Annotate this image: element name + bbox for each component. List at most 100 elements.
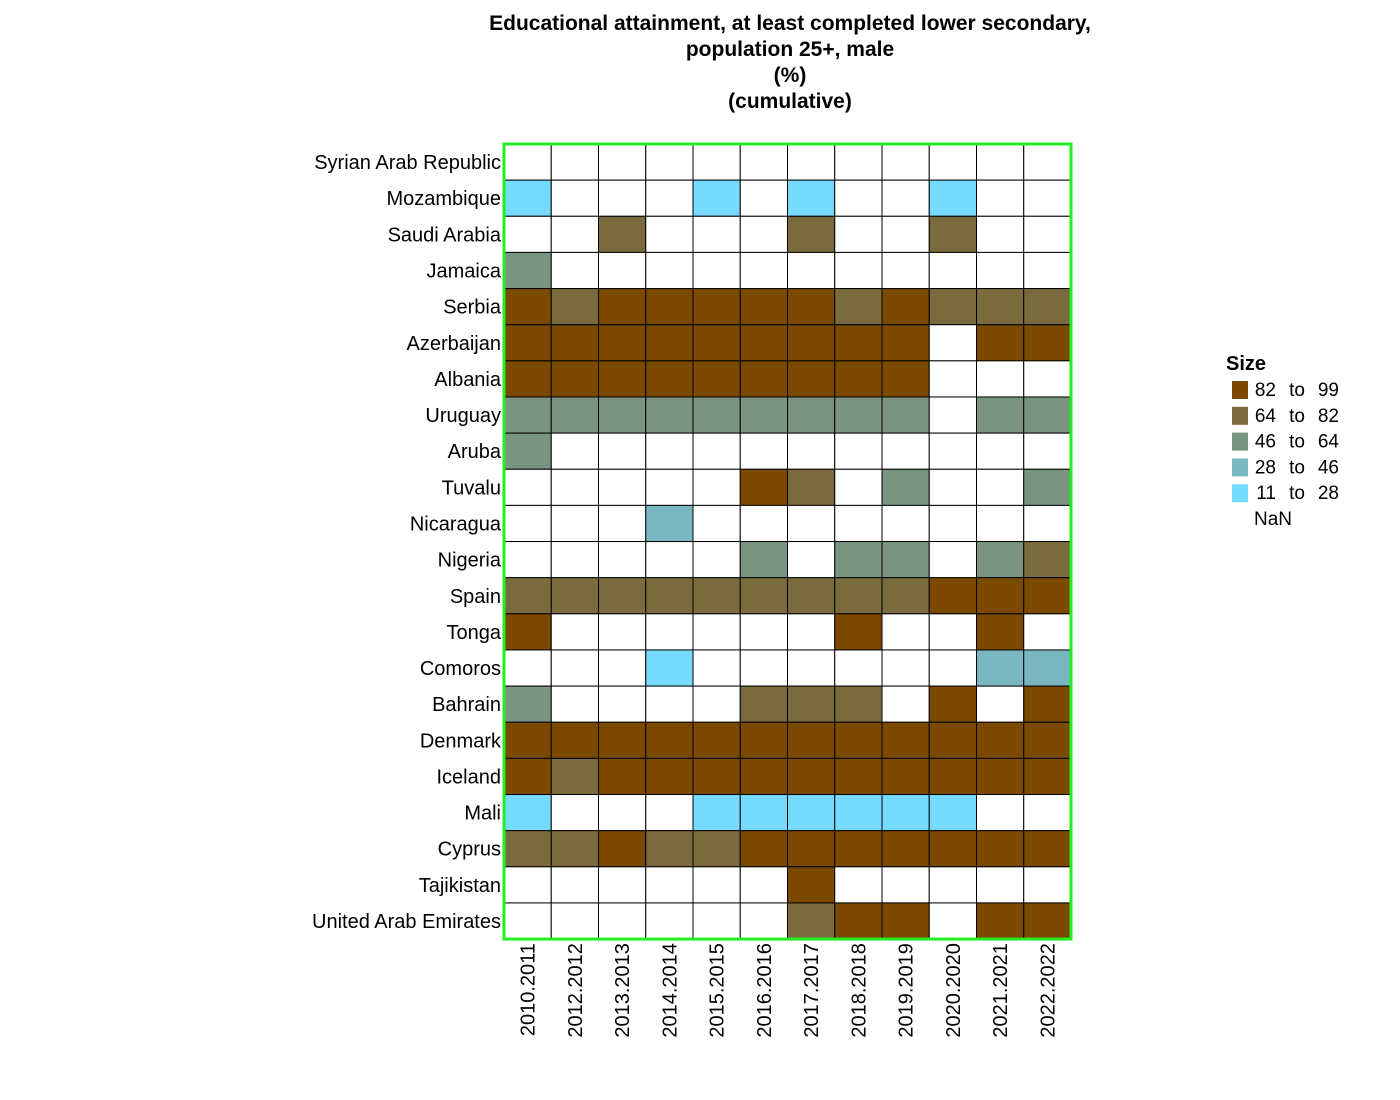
heatmap-cell (503, 794, 552, 832)
row-label: Tuvalu (442, 477, 501, 499)
heatmap-cell (787, 902, 836, 940)
heatmap-cell (550, 396, 599, 434)
heatmap-cell (787, 649, 836, 687)
heatmap-cell (645, 685, 694, 723)
heatmap-cell (503, 215, 552, 253)
legend-to-word: to (1289, 432, 1305, 453)
heatmap-cell (976, 324, 1025, 362)
heatmap-cell (739, 794, 788, 832)
heatmap-cell (976, 757, 1025, 796)
column-label: 2020.2020 (943, 943, 965, 1038)
row-label: Comoros (420, 658, 501, 680)
heatmap-cell (503, 179, 552, 217)
heatmap-cell (976, 143, 1025, 181)
heatmap-cell (881, 396, 930, 434)
heatmap-cell (834, 721, 883, 759)
heatmap-cell (692, 541, 741, 579)
heatmap-cell (503, 866, 552, 904)
legend-to-word: to (1289, 483, 1305, 504)
heatmap-cell (834, 794, 883, 832)
heatmap-cell (503, 504, 552, 543)
heatmap-cell (645, 143, 694, 181)
heatmap-cell (739, 613, 788, 651)
heatmap-cell (739, 324, 788, 362)
heatmap-cell (645, 179, 694, 217)
heatmap-cell (550, 215, 599, 253)
legend-from: 64 (1255, 406, 1277, 427)
legend-entry: 11 to 28 (1232, 483, 1339, 504)
column-label: 2017.2017 (801, 943, 823, 1038)
heatmap-cell (645, 360, 694, 398)
heatmap-cell (787, 432, 836, 470)
heatmap-cell (598, 577, 647, 615)
column-label: 2018.2018 (848, 943, 870, 1038)
heatmap-cell (598, 468, 647, 506)
row-label: Uruguay (425, 405, 501, 427)
heatmap-cell (881, 721, 930, 759)
heatmap-cell (645, 215, 694, 253)
column-label: 2012.2012 (565, 943, 587, 1038)
heatmap-cell (739, 396, 788, 434)
row-label: Azerbaijan (406, 333, 501, 355)
heatmap-cell (1023, 541, 1072, 579)
legend: Size 82 to 99 64 to 82 46 to 64 28 to 46 11 to 28 NaN (1226, 353, 1339, 530)
heatmap-cell (550, 902, 599, 940)
heatmap-cell (1023, 179, 1072, 217)
heatmap-cell (645, 649, 694, 687)
heatmap-cell (1023, 143, 1072, 181)
heatmap-cell (834, 468, 883, 506)
heatmap-cell (692, 902, 741, 940)
row-label: Albania (434, 369, 502, 391)
legend-from: 28 (1255, 457, 1276, 478)
heatmap-cell (834, 613, 883, 651)
legend-entry: 28 to 46 (1232, 457, 1339, 478)
heatmap-cell (881, 613, 930, 651)
column-label: 2016.2016 (754, 943, 776, 1038)
heatmap-cell (928, 866, 977, 904)
heatmap-cell (976, 360, 1025, 398)
row-label: Spain (450, 586, 501, 608)
heatmap-cell (787, 504, 836, 543)
heatmap-cell (645, 324, 694, 362)
heatmap-cell (834, 541, 883, 579)
row-label: Bahrain (432, 694, 501, 716)
heatmap-cell (503, 721, 552, 759)
heatmap-cell (645, 468, 694, 506)
heatmap-cell (976, 649, 1025, 687)
heatmap-cell (1023, 251, 1072, 290)
heatmap-cell (1023, 396, 1072, 434)
row-label: Syrian Arab Republic (314, 152, 501, 174)
heatmap-cell (692, 757, 741, 796)
column-labels: 2010.2011 2012.2012 2013.2013 2014.2014 2015… (518, 943, 1060, 1038)
heatmap-cell (1023, 324, 1072, 362)
heatmap-cell (834, 649, 883, 687)
heatmap-cell (1023, 830, 1072, 868)
heatmap-cell (503, 685, 552, 723)
heatmap-cell (739, 866, 788, 904)
column-label: 2014.2014 (659, 943, 681, 1038)
heatmap-cell (598, 685, 647, 723)
heatmap-cell (739, 179, 788, 217)
heatmap-cell (928, 324, 977, 362)
heatmap-cell (787, 866, 836, 904)
row-label: Serbia (443, 297, 502, 319)
heatmap-cell (881, 757, 930, 796)
heatmap-cell (976, 866, 1025, 904)
heatmap-cell (739, 685, 788, 723)
heatmap-cell (692, 288, 741, 326)
heatmap-cell (834, 143, 883, 181)
heatmap-cell (787, 215, 836, 253)
heatmap-cell (928, 613, 977, 651)
heatmap-cell (1023, 794, 1072, 832)
heatmap-cell (881, 649, 930, 687)
heatmap-cell (928, 215, 977, 253)
heatmap-cell (739, 902, 788, 940)
heatmap-cell (503, 468, 552, 506)
heatmap-cell (881, 468, 930, 506)
heatmap-cell (503, 577, 552, 615)
heatmap-cell (692, 432, 741, 470)
row-label: United Arab Emirates (312, 911, 501, 933)
row-label: Jamaica (427, 260, 502, 282)
legend-swatch (1232, 484, 1248, 503)
heatmap-cell (550, 504, 599, 543)
